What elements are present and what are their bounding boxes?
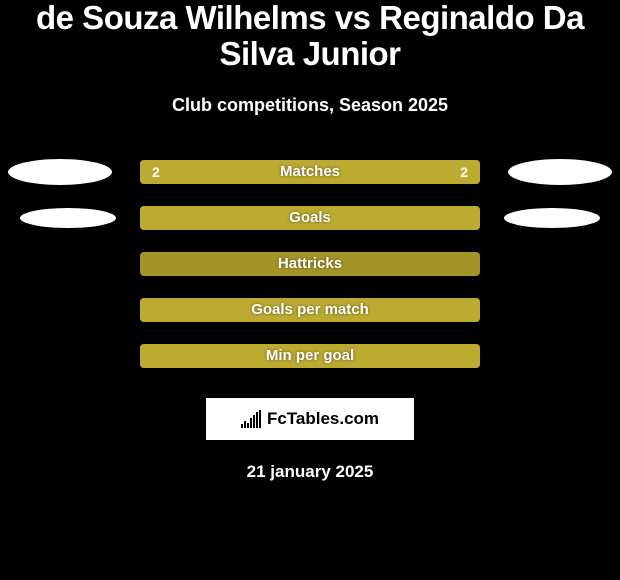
player-oval-left xyxy=(8,159,112,185)
subtitle: Club competitions, Season 2025 xyxy=(0,95,620,116)
stat-bar: Goals xyxy=(140,206,480,230)
bar-fill-left xyxy=(140,160,303,184)
footer-logo-text: FcTables.com xyxy=(267,409,379,429)
stat-bar: Goals per match xyxy=(140,298,480,322)
player-oval-right xyxy=(504,208,600,228)
comparison-infographic: de Souza Wilhelms vs Reginaldo Da Silva … xyxy=(0,0,620,580)
stat-row: Min per goal xyxy=(0,344,620,368)
stat-row: Hattricks xyxy=(0,252,620,276)
stat-bar: Min per goal xyxy=(140,344,480,368)
stat-row: 2 2 Matches xyxy=(0,160,620,184)
stat-label: Min per goal xyxy=(266,347,354,364)
stat-label: Goals per match xyxy=(251,301,369,318)
player-oval-right xyxy=(508,159,612,185)
stat-label: Matches xyxy=(280,163,340,180)
stat-value-left: 2 xyxy=(152,164,160,180)
footer-date: 21 january 2025 xyxy=(0,462,620,482)
stat-label: Hattricks xyxy=(278,255,342,272)
stat-bar: 2 2 Matches xyxy=(140,160,480,184)
barchart-icon xyxy=(241,410,261,428)
footer-logo: FcTables.com xyxy=(206,398,414,440)
stat-row: Goals per match xyxy=(0,298,620,322)
stat-bar: Hattricks xyxy=(140,252,480,276)
stat-row: Goals xyxy=(0,206,620,230)
player-oval-left xyxy=(20,208,116,228)
page-title: de Souza Wilhelms vs Reginaldo Da Silva … xyxy=(0,0,620,73)
stat-label: Goals xyxy=(289,209,331,226)
stat-rows: 2 2 Matches Goals Hattricks Goals per match Mi… xyxy=(0,160,620,368)
stat-value-right: 2 xyxy=(460,164,468,180)
